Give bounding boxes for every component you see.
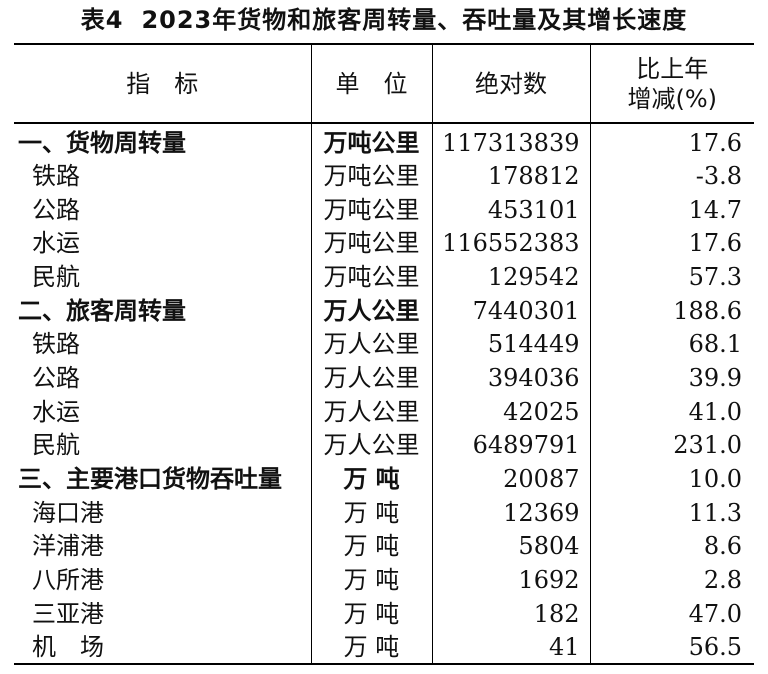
table-number: 表4 xyxy=(80,6,124,34)
row-value: 5804 xyxy=(431,529,590,564)
row-unit: 万 吨 xyxy=(310,462,432,496)
row-name: 二、旅客周转量 xyxy=(18,296,186,325)
row-name: 水运 xyxy=(32,229,80,258)
header-growth-line2: 增减(%) xyxy=(627,84,718,113)
header-absolute: 绝对数 xyxy=(431,43,590,124)
header-row: 指 标 单 位 绝对数 比上年 增减(%) xyxy=(14,43,754,124)
row-name: 三亚港 xyxy=(32,599,104,628)
row-name: 洋浦港 xyxy=(32,532,104,561)
category-row: 一、货物周转量 万吨公里 117313839 17.6 xyxy=(14,123,754,159)
row-name: 民航 xyxy=(32,262,80,291)
row-growth: 56.5 xyxy=(589,630,754,666)
row-name: 机 场 xyxy=(14,630,311,666)
table-row: 洋浦港 万 吨 5804 8.6 xyxy=(14,529,754,564)
row-name: 民航 xyxy=(32,431,80,460)
row-unit: 万人公里 xyxy=(310,293,432,328)
row-growth: 57.3 xyxy=(589,260,754,294)
table-row: 民航 万人公里 6489791 231.0 xyxy=(14,428,754,463)
row-name: 公路 xyxy=(32,195,80,224)
row-growth: 8.6 xyxy=(589,529,754,564)
row-unit: 万人公里 xyxy=(310,394,432,429)
table-row: 水运 万人公里 42025 41.0 xyxy=(14,394,754,429)
header-growth-line1: 比上年 xyxy=(636,54,709,83)
row-value: 116552383 xyxy=(431,226,590,261)
table-row: 水运 万吨公里 116552383 17.6 xyxy=(14,226,754,261)
row-name: 一、货物周转量 xyxy=(18,129,186,157)
row-growth: 47.0 xyxy=(589,596,754,631)
row-unit: 万 吨 xyxy=(310,529,432,564)
category-row: 二、旅客周转量 万人公里 7440301 188.6 xyxy=(14,293,754,328)
table-title: 2023年货物和旅客周转量、吞吐量及其增长速度 xyxy=(141,6,688,34)
table-row: 公路 万人公里 394036 39.9 xyxy=(14,361,754,395)
row-value: 42025 xyxy=(431,394,590,429)
row-value: 6489791 xyxy=(431,428,590,463)
row-unit: 万吨公里 xyxy=(310,226,432,261)
row-unit: 万 吨 xyxy=(310,596,432,631)
table-row: 铁路 万人公里 514449 68.1 xyxy=(14,327,754,362)
row-value: 1692 xyxy=(431,563,590,597)
row-unit: 万人公里 xyxy=(310,361,432,395)
row-value: 117313839 xyxy=(431,123,590,159)
row-value: 12369 xyxy=(431,495,590,530)
row-growth: 17.6 xyxy=(589,226,754,261)
row-name: 铁路 xyxy=(32,161,80,190)
table-row: 民航 万吨公里 129542 57.3 xyxy=(14,260,754,294)
row-value: 514449 xyxy=(431,327,590,362)
row-growth: 17.6 xyxy=(589,123,754,159)
row-name: 海口港 xyxy=(32,498,104,527)
statistics-table: 指 标 单 位 绝对数 比上年 增减(%) 一、货物周转量 万吨公里 1173138… xyxy=(14,43,754,666)
row-growth: 188.6 xyxy=(589,293,754,328)
row-value: 453101 xyxy=(431,192,590,227)
row-growth: 68.1 xyxy=(589,327,754,362)
row-value: 178812 xyxy=(431,159,590,193)
row-value: 129542 xyxy=(431,260,590,294)
table-caption: 表4 2023年货物和旅客周转量、吞吐量及其增长速度 xyxy=(0,2,768,38)
row-growth: 11.3 xyxy=(589,495,754,530)
row-value: 41 xyxy=(431,630,590,666)
table-row: 三亚港 万 吨 182 47.0 xyxy=(14,596,754,631)
header-unit: 单 位 xyxy=(310,43,432,124)
table-row: 公路 万吨公里 453101 14.7 xyxy=(14,192,754,227)
row-unit: 万吨公里 xyxy=(310,192,432,227)
row-name: 水运 xyxy=(32,397,80,426)
row-unit: 万吨公里 xyxy=(310,260,432,294)
row-value: 182 xyxy=(431,596,590,631)
table-body: 一、货物周转量 万吨公里 117313839 17.6 铁路 万吨公里 178812 -3.8… xyxy=(14,123,754,666)
row-growth: 231.0 xyxy=(589,428,754,463)
category-row: 三、主要港口货物吞吐量万 吨 20087 10.0 xyxy=(14,462,754,496)
header-growth: 比上年 增减(%) xyxy=(589,43,754,124)
header-indicator: 指 标 xyxy=(14,43,311,124)
table-row: 铁路 万吨公里 178812 -3.8 xyxy=(14,159,754,193)
row-value: 394036 xyxy=(431,361,590,395)
table-row: 海口港 万 吨 12369 11.3 xyxy=(14,495,754,530)
table-row: 八所港 万 吨 1692 2.8 xyxy=(14,563,754,597)
table-header: 指 标 单 位 绝对数 比上年 增减(%) xyxy=(14,43,754,124)
row-name: 铁路 xyxy=(32,330,80,359)
row-name: 八所港 xyxy=(32,566,104,595)
row-unit: 万 吨 xyxy=(310,563,432,597)
row-unit: 万吨公里 xyxy=(310,123,432,159)
row-name: 公路 xyxy=(32,363,80,392)
row-value: 20087 xyxy=(431,462,590,496)
row-unit: 万人公里 xyxy=(310,428,432,463)
row-unit: 万 吨 xyxy=(310,495,432,530)
row-growth: 14.7 xyxy=(589,192,754,227)
row-growth: 41.0 xyxy=(589,394,754,429)
row-value: 7440301 xyxy=(431,293,590,328)
row-growth: 10.0 xyxy=(589,462,754,496)
row-unit: 万人公里 xyxy=(310,327,432,362)
row-growth: 39.9 xyxy=(589,361,754,395)
row-unit: 万吨公里 xyxy=(310,159,432,193)
row-growth: -3.8 xyxy=(589,159,754,193)
row-name: 三、主要港口货物吞吐量 xyxy=(18,465,282,494)
row-growth: 2.8 xyxy=(589,563,754,597)
table-row: 机 场万 吨 41 56.5 xyxy=(14,630,754,666)
row-unit: 万 吨 xyxy=(310,630,432,666)
